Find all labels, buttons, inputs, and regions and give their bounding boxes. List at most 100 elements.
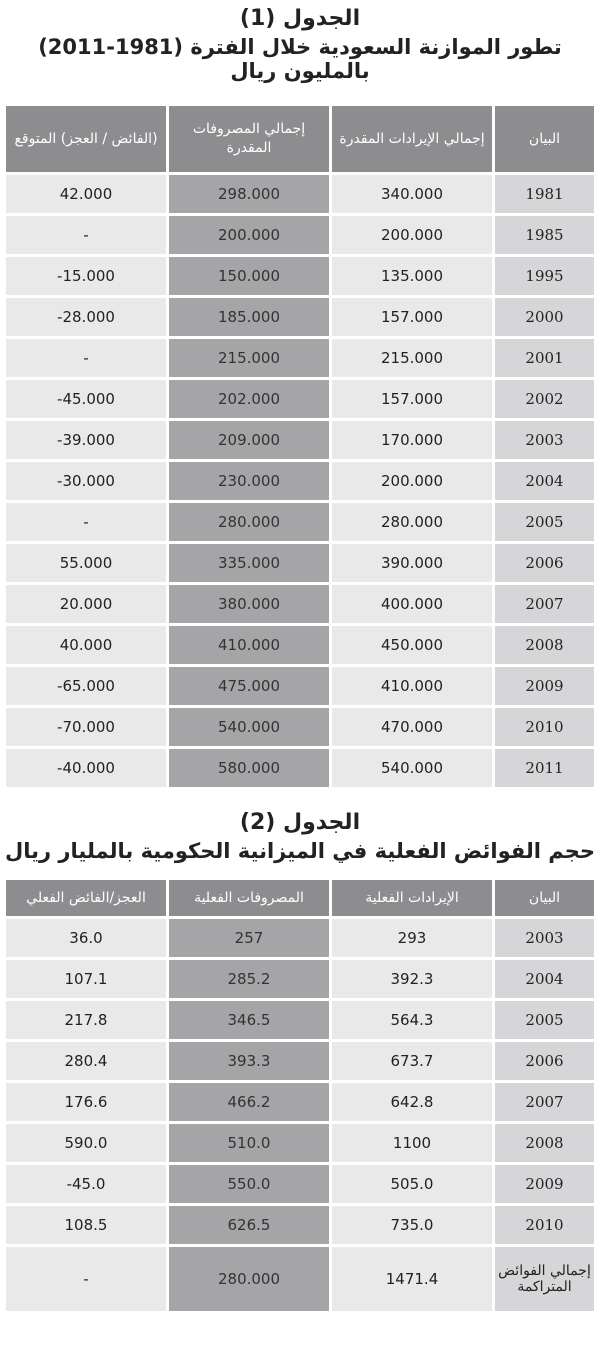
cell: 202.000 <box>169 380 329 418</box>
cell: 2004 <box>495 960 594 998</box>
row: 2005 280.000 280.000- <box>6 503 594 541</box>
cell: 280.4 <box>6 1042 166 1080</box>
cell: 2004 <box>495 462 594 500</box>
header-cell: العجز/الفائض الفعلي <box>6 880 166 916</box>
row: 2010 735.0 626.5 108.5 <box>6 1206 594 1244</box>
cell: 2003 <box>495 421 594 459</box>
row: إجمالي الفوائض المتراكمة 1471.4 280.000- <box>6 1247 594 1311</box>
subtitle: تطور الموازنة السعودية خلال الفترة (1981… <box>38 35 562 83</box>
cell: 157.000 <box>332 298 492 336</box>
cell: 470.000 <box>332 708 492 746</box>
row: 1985 200.000 200.000- <box>6 216 594 254</box>
cell: 217.8 <box>6 1001 166 1039</box>
cell: -15.000 <box>6 257 166 295</box>
row: 2002 157.000 202.000 -45.000 <box>6 380 594 418</box>
cell: 410.000 <box>169 626 329 664</box>
row: 2007 400.000 380.000 20.000 <box>6 585 594 623</box>
cell: 505.0 <box>332 1165 492 1203</box>
cell: 590.0 <box>6 1124 166 1162</box>
header-cell: (الفائض / العجز) المتوقع <box>6 106 166 172</box>
cell: 36.0 <box>6 919 166 957</box>
cell: 2000 <box>495 298 594 336</box>
table2-heading: الجدول (2) حجم الفوائض الفعلية في الميزا… <box>0 790 600 863</box>
row: 2004 392.3 285.2 107.1 <box>6 960 594 998</box>
cell: 340.000 <box>332 175 492 213</box>
cell: 280.000 <box>169 1247 329 1311</box>
cell: 550.0 <box>169 1165 329 1203</box>
cell: 2010 <box>495 708 594 746</box>
header-row: البيان الإيرادات الفعلية المصروفات الفعلية… <box>6 880 594 916</box>
cell: - <box>6 216 166 254</box>
cell: 1471.4 <box>332 1247 492 1311</box>
cell: 176.6 <box>6 1083 166 1121</box>
cell: 393.3 <box>169 1042 329 1080</box>
cell: 55.000 <box>6 544 166 582</box>
subtitle: حجم الفوائض الفعلية في الميزانية الحكومي… <box>5 839 595 863</box>
table1: البيان إجمالي الإيرادات المقدرة إجمالي الم… <box>3 103 597 790</box>
cell: -40.000 <box>6 749 166 787</box>
cell: 157.000 <box>332 380 492 418</box>
cell: -45.0 <box>6 1165 166 1203</box>
cell: 1995 <box>495 257 594 295</box>
cell: 392.3 <box>332 960 492 998</box>
row: 2000 157.000 185.000 -28.000 <box>6 298 594 336</box>
cell: 280.000 <box>332 503 492 541</box>
cell: 1981 <box>495 175 594 213</box>
row: 2005 564.3 346.5 217.8 <box>6 1001 594 1039</box>
cell: 257 <box>169 919 329 957</box>
cell: 209.000 <box>169 421 329 459</box>
cell: 2007 <box>495 1083 594 1121</box>
title: الجدول (2) <box>239 810 361 835</box>
header-cell: البيان <box>495 880 594 916</box>
cell: 2001 <box>495 339 594 377</box>
cell: 450.000 <box>332 626 492 664</box>
cell: 400.000 <box>332 585 492 623</box>
cell: 285.2 <box>169 960 329 998</box>
cell: 215.000 <box>332 339 492 377</box>
cell: 540.000 <box>332 749 492 787</box>
cell: 2005 <box>495 1001 594 1039</box>
cell: 215.000 <box>169 339 329 377</box>
cell: - <box>6 339 166 377</box>
cell: 410.000 <box>332 667 492 705</box>
cell: 185.000 <box>169 298 329 336</box>
cell: 280.000 <box>169 503 329 541</box>
cell: 510.0 <box>169 1124 329 1162</box>
cell: -39.000 <box>6 421 166 459</box>
cell: 335.000 <box>169 544 329 582</box>
cell: 346.5 <box>169 1001 329 1039</box>
cell: 107.1 <box>6 960 166 998</box>
row: 2006 673.7 393.3 280.4 <box>6 1042 594 1080</box>
row: 2011 540.000 580.000 -40.000 <box>6 749 594 787</box>
cell: 293 <box>332 919 492 957</box>
cell: 2007 <box>495 585 594 623</box>
cell: 642.8 <box>332 1083 492 1121</box>
cell: 540.000 <box>169 708 329 746</box>
cell: 2009 <box>495 1165 594 1203</box>
cell: 200.000 <box>332 216 492 254</box>
cell: 108.5 <box>6 1206 166 1244</box>
cell: 2006 <box>495 1042 594 1080</box>
cell: 42.000 <box>6 175 166 213</box>
header-cell: البيان <box>495 106 594 172</box>
row: 2004 200.000 230.000 -30.000 <box>6 462 594 500</box>
cell: 673.7 <box>332 1042 492 1080</box>
header-row: البيان إجمالي الإيرادات المقدرة إجمالي الم… <box>6 106 594 172</box>
title: الجدول (1) <box>239 6 361 31</box>
cell: -45.000 <box>6 380 166 418</box>
cell: 1985 <box>495 216 594 254</box>
cell: 580.000 <box>169 749 329 787</box>
cell: 2003 <box>495 919 594 957</box>
row: 1995 135.000 150.000 -15.000 <box>6 257 594 295</box>
cell: - <box>6 503 166 541</box>
table2: البيان الإيرادات الفعلية المصروفات الفعلية… <box>3 877 597 1314</box>
cell: -30.000 <box>6 462 166 500</box>
cell: 2002 <box>495 380 594 418</box>
cell: 20.000 <box>6 585 166 623</box>
cell: إجمالي الفوائض المتراكمة <box>495 1247 594 1311</box>
cell: 200.000 <box>169 216 329 254</box>
cell: 564.3 <box>332 1001 492 1039</box>
cell: 2005 <box>495 503 594 541</box>
cell: 135.000 <box>332 257 492 295</box>
